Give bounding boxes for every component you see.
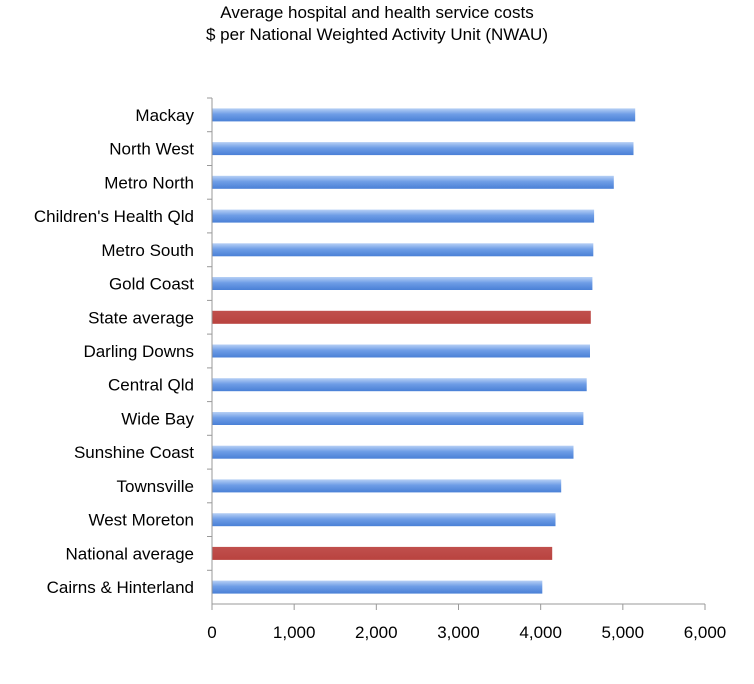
axes-group: Mackay North West Metro North Children's He… [34,97,727,642]
bar-cairns-hinterland [212,580,543,594]
x-tick-label: 1,000 [273,623,316,642]
bar-west-moreton [212,513,556,527]
bar-children-s-health-qld [212,209,595,223]
y-tick-label: National average [65,544,194,563]
y-tick-label: Children's Health Qld [34,207,194,226]
bar-central-qld [212,378,587,392]
bar-national-average [212,546,553,560]
y-tick-label: Darling Downs [83,342,194,361]
x-tick-label: 4,000 [519,623,562,642]
x-tick-label: 5,000 [602,623,645,642]
bars-group [212,108,636,594]
bar-metro-south [212,243,594,257]
bar-mackay [212,108,636,122]
chart-subtitle: $ per National Weighted Activity Unit (N… [205,25,548,44]
bar-townsville [212,479,562,493]
y-tick-label: Mackay [135,106,194,125]
y-tick-label: Metro South [101,241,194,260]
bar-darling-downs [212,344,590,358]
bar-metro-north [212,175,614,189]
y-tick-label: Townsville [117,477,194,496]
x-tick-label: 3,000 [437,623,480,642]
y-tick-label: Metro North [104,173,194,192]
chart-title: Average hospital and health service cost… [220,3,534,22]
x-tick-label: 2,000 [355,623,398,642]
bar-north-west [212,142,634,156]
bar-gold-coast [212,277,593,290]
y-tick-label: Cairns & Hinterland [47,578,194,597]
y-tick-label: Central Qld [108,376,194,395]
y-tick-label: West Moreton [88,511,194,530]
x-tick-label: 6,000 [684,623,727,642]
y-tick-label: North West [109,140,194,159]
x-tick-label: 0 [207,623,216,642]
bar-sunshine-coast [212,445,574,459]
bar-wide-bay [212,412,584,425]
y-tick-label: Gold Coast [109,275,194,294]
bar-state-average [212,310,591,324]
y-tick-label: Sunshine Coast [74,443,194,462]
y-tick-label: State average [88,308,194,327]
y-tick-label: Wide Bay [121,410,194,429]
